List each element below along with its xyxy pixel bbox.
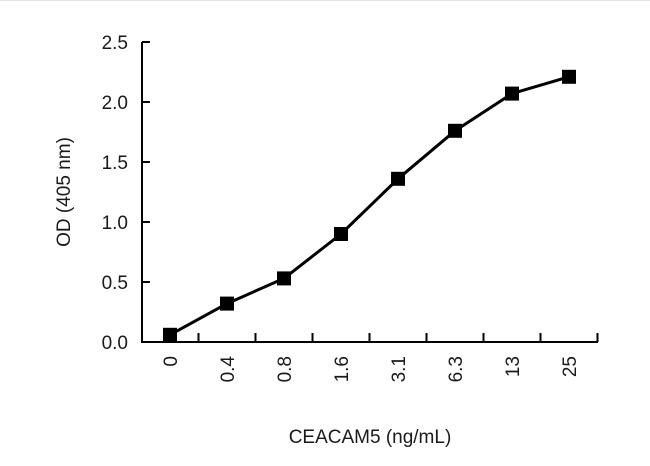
square-marker (391, 171, 405, 186)
y-tick-label: 1.0 (102, 213, 128, 234)
square-marker (220, 296, 234, 311)
x-tick-label: 0.4 (218, 356, 239, 383)
x-axis: 0 0.4 0.8 1.6 3.1 6.3 13 25 (141, 333, 599, 383)
y-tick-label: 2.0 (102, 93, 128, 114)
x-tick-label: 13 (503, 356, 524, 377)
square-marker (277, 271, 291, 286)
x-axis-title: CEACAM5 (ng/mL) (289, 427, 452, 448)
data-series (163, 69, 576, 342)
y-tick-label: 1.5 (102, 153, 128, 174)
square-marker (334, 227, 348, 241)
x-tick-label: 25 (560, 356, 581, 377)
y-tick-label: 0.5 (102, 273, 128, 294)
y-tick-label: 0.0 (102, 333, 128, 354)
x-tick-label: 3.1 (389, 356, 410, 382)
x-tick-label: 1.6 (332, 356, 353, 382)
x-tick-label: 0 (161, 356, 182, 367)
y-axis: 0.0 0.5 1.0 1.5 2.0 2.5 (102, 33, 150, 354)
square-marker (448, 123, 462, 138)
square-marker (163, 327, 177, 342)
square-marker (505, 86, 519, 101)
square-marker (562, 69, 576, 84)
top-border (0, 0, 650, 1)
x-tick-label: 6.3 (446, 356, 467, 382)
y-axis-title: OD (405 nm) (54, 137, 75, 247)
y-tick-label: 2.5 (102, 33, 128, 54)
x-tick-label: 0.8 (275, 356, 296, 382)
series-line (169, 75, 570, 337)
